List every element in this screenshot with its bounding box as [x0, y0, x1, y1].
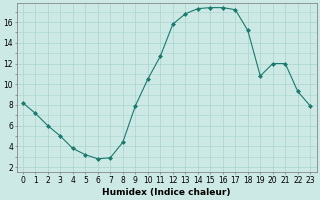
X-axis label: Humidex (Indice chaleur): Humidex (Indice chaleur) [102, 188, 231, 197]
